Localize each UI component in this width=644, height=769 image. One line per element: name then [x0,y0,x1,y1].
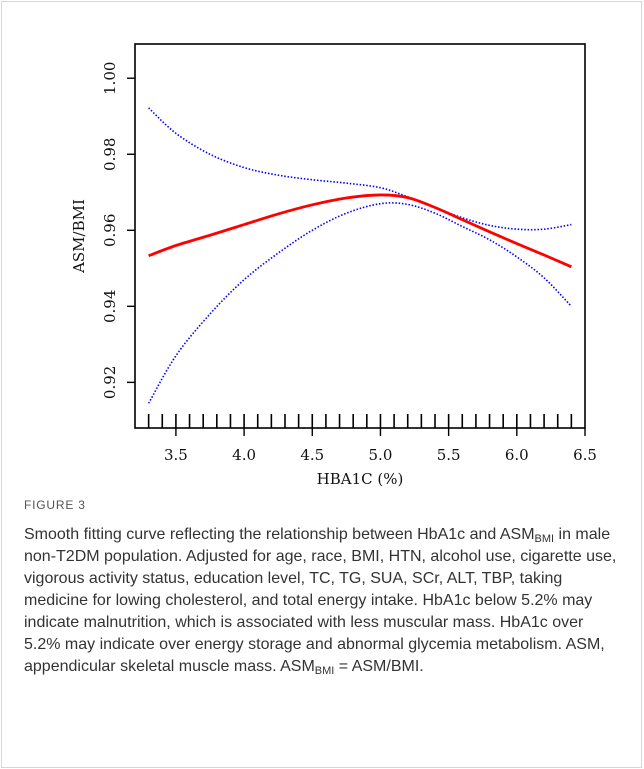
y-tick-label: 0.92 [101,366,119,399]
figure-caption-text: Smooth fitting curve reflecting the rela… [24,524,624,678]
x-tick-label: 6.0 [505,446,529,464]
series-fit [148,193,572,269]
plot-frame [134,43,586,429]
chart: 3.5 4.0 4.5 5.0 5.5 6.0 6.5 0.92 0.94 0.96 0.98 1.0… [70,43,597,488]
y-tick-label: 0.98 [101,138,119,171]
y-tick-label: 0.96 [101,214,119,247]
figure-caption: FIGURE 3 Smooth fitting curve reflecting… [24,498,624,678]
caption-part2: in male non-T2DM population. Adjusted fo… [24,526,617,675]
y-tick-label: 1.00 [101,62,119,95]
figure-label: FIGURE 3 [24,498,86,512]
series-lower-ci [147,202,572,404]
y-axis-title: ASM/BMI [70,199,88,274]
x-tick-label: 5.0 [369,446,393,464]
caption-asm-sub-2: BMI [314,665,335,677]
x-tick-label: 4.5 [300,446,324,464]
series-upper-ci [148,107,572,231]
caption-asm-base: ASM [499,526,535,543]
x-tick-label: 5.5 [437,446,461,464]
x-tick-label: 3.5 [164,446,188,464]
y-tick-label: 0.94 [101,290,119,323]
plot-group: 3.5 4.0 4.5 5.0 5.5 6.0 6.5 0.92 0.94 0.96 0.98 1.0… [70,43,597,488]
caption-part1: Smooth fitting curve reflecting the rela… [24,526,500,543]
x-axis-title: HBA1C (%) [317,470,404,488]
caption-asm-sub: BMI [534,533,555,545]
x-tick-label: 4.0 [232,446,256,464]
caption-asm-base-2: ASM [280,658,315,675]
x-tick-label: 6.5 [573,446,597,464]
caption-part3: = ASM/BMI. [334,658,424,675]
